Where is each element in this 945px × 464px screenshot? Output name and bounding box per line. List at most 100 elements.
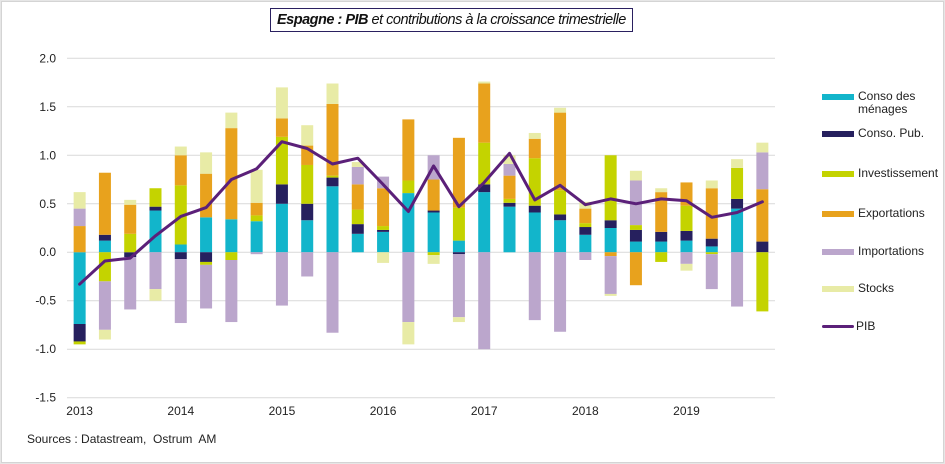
- bar-stack-2018Q3: [629, 170, 642, 286]
- bar-conso-des-menages: [680, 240, 693, 253]
- bar-conso-pub: [377, 229, 390, 232]
- bar-conso-des-menages: [149, 210, 162, 253]
- bar-stack-2017Q3: [528, 132, 541, 321]
- bar-conso-des-menages: [377, 231, 390, 253]
- bar-stocks: [528, 132, 541, 139]
- bar-stack-2016Q2: [402, 119, 415, 345]
- bar-stocks: [200, 152, 213, 174]
- bar-stack-2016Q4: [452, 137, 465, 323]
- bar-importations: [124, 257, 137, 310]
- legend-label: Investissement: [858, 166, 939, 180]
- bar-importations: [326, 252, 339, 333]
- bar-conso-pub: [427, 210, 440, 213]
- bar-stocks: [705, 180, 718, 189]
- bar-conso-des-menages: [604, 228, 617, 253]
- bar-stocks: [402, 322, 415, 345]
- legend-label: Importations: [858, 244, 925, 258]
- bar-exportations: [73, 226, 86, 253]
- legend-item-exportations: Exportations: [822, 207, 925, 220]
- line-pib: [78, 140, 764, 286]
- gridlines: [67, 57, 775, 399]
- x-tick-label: 2013: [66, 404, 93, 418]
- bar-stack-2013Q1: [73, 192, 86, 345]
- y-tick-label: 2.0: [39, 51, 56, 65]
- x-tick-label: 2017: [471, 404, 498, 418]
- bar-importations: [250, 252, 263, 255]
- bar-stocks: [478, 81, 491, 84]
- bar-conso-pub: [452, 252, 465, 255]
- bar-conso-pub: [275, 184, 288, 204]
- bar-conso-des-menages: [174, 244, 187, 253]
- bar-stocks: [604, 293, 617, 296]
- bar-investissement: [655, 252, 668, 262]
- bar-conso-pub: [301, 203, 314, 221]
- bar-stack-2014Q3: [225, 112, 238, 323]
- chart-title-rest: et contributions à la croissance trimest…: [368, 12, 627, 28]
- bar-stocks: [427, 255, 440, 264]
- bar-exportations: [351, 184, 364, 210]
- bars: [73, 81, 769, 350]
- bar-stocks: [629, 170, 642, 181]
- bar-stack-2019Q1: [680, 182, 693, 271]
- bar-investissement: [225, 252, 238, 261]
- bar-stack-2019Q3: [731, 159, 744, 307]
- bar-exportations: [503, 175, 516, 199]
- bar-conso-des-menages: [629, 241, 642, 253]
- bar-exportations: [579, 208, 592, 224]
- legend-swatch-importations: [822, 249, 854, 255]
- bar-conso-des-menages: [98, 240, 111, 253]
- bar-investissement: [705, 252, 718, 255]
- legend-item-pib: PIB: [822, 320, 875, 333]
- bar-exportations: [377, 188, 390, 227]
- bar-importations: [705, 254, 718, 290]
- bar-exportations: [604, 252, 617, 257]
- bar-importations: [98, 281, 111, 330]
- bar-conso-pub: [629, 229, 642, 242]
- y-axis-ticks: 2.0 1.5 1.0 0.5 0.0 -0.5 -1.0 -1.5: [35, 51, 56, 404]
- bar-stocks: [149, 289, 162, 301]
- y-tick-label: -0.5: [35, 294, 56, 308]
- bar-exportations: [250, 202, 263, 216]
- bar-stack-2017Q1: [478, 81, 491, 350]
- bar-conso-des-menages: [705, 246, 718, 253]
- bar-stack-2014Q2: [200, 152, 213, 309]
- bar-stack-2017Q2: [503, 155, 516, 253]
- bar-investissement: [554, 190, 567, 215]
- bar-importations: [528, 252, 541, 321]
- bar-investissement: [731, 167, 744, 199]
- y-tick-label: -1.0: [35, 342, 56, 356]
- legend-item-investissement: Investissement: [822, 167, 938, 180]
- bar-importations: [200, 264, 213, 309]
- bar-conso-pub: [705, 238, 718, 247]
- legend-label: Conso des ménages: [858, 90, 915, 116]
- bar-stack-2013Q2: [98, 172, 111, 340]
- bar-importations: [275, 252, 288, 306]
- bar-conso-pub: [174, 252, 187, 260]
- bar-investissement: [604, 155, 617, 221]
- bar-conso-pub: [73, 324, 86, 342]
- bar-exportations: [225, 128, 238, 220]
- bar-conso-pub: [351, 224, 364, 234]
- bar-exportations: [554, 112, 567, 191]
- bar-conso-pub: [655, 231, 668, 242]
- bar-exportations: [756, 189, 769, 242]
- bar-exportations: [452, 137, 465, 208]
- bar-stocks: [98, 329, 111, 340]
- bar-investissement: [351, 209, 364, 225]
- bar-importations: [731, 252, 744, 307]
- bar-importations: [73, 208, 86, 227]
- bar-conso-des-menages: [427, 212, 440, 253]
- legend-label: Stocks: [858, 281, 895, 295]
- bar-investissement: [377, 226, 390, 230]
- bar-conso-pub: [326, 177, 339, 187]
- bar-exportations: [705, 188, 718, 239]
- legend-swatch-stocks: [822, 286, 854, 292]
- legend-item-stocks: Stocks: [822, 282, 894, 295]
- legend-item-conso-pub: Conso. Pub.: [822, 127, 924, 140]
- bar-exportations: [124, 204, 137, 234]
- legend-label-line2: ménages: [858, 102, 908, 116]
- legend-swatch-exportations: [822, 211, 854, 217]
- legend-label-line1: Conso des: [858, 89, 916, 103]
- bar-stocks: [351, 162, 364, 167]
